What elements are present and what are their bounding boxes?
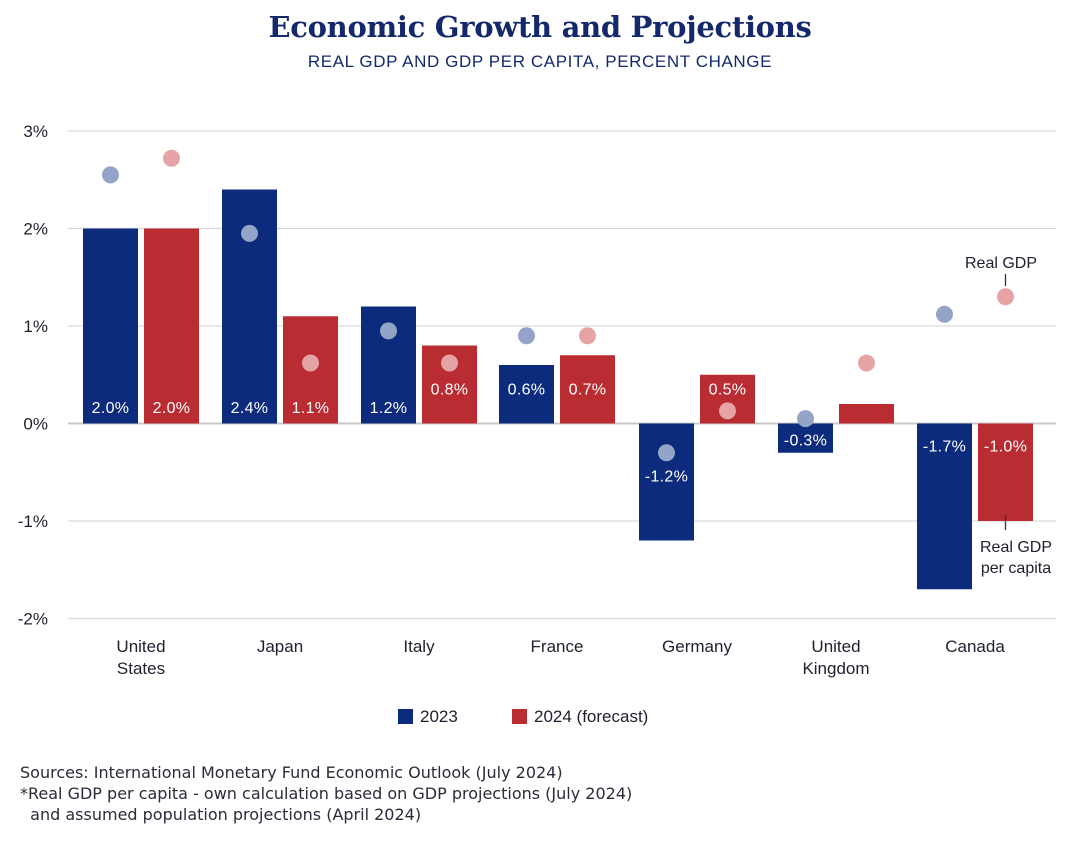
y-tick-label: -1% [18, 512, 48, 531]
x-tick-label: Japan [257, 637, 303, 656]
legend-swatch-2023 [398, 709, 413, 724]
data-label: 1.2% [370, 400, 408, 417]
per-capita-dot [102, 166, 119, 184]
per-capita-dot [518, 327, 535, 345]
legend-swatch-2024 [512, 709, 527, 724]
x-tick-label: France [531, 637, 584, 656]
data-label: 0.2% [848, 382, 886, 399]
per-capita-dot [241, 224, 258, 242]
per-capita-dot [719, 402, 736, 420]
legend-label-2023: 2023 [420, 707, 458, 726]
per-capita-dot [858, 354, 875, 372]
data-label: -1.2% [645, 469, 688, 486]
per-capita-dot [579, 327, 596, 345]
data-label: -0.3% [784, 433, 827, 450]
bar-2024 [144, 228, 199, 424]
x-tick-label: States [117, 659, 165, 678]
annotation-real-gdp: Real GDP [965, 255, 1037, 272]
bar-2023 [778, 423, 833, 453]
x-tick-label: United [811, 637, 860, 656]
bar-2023 [639, 423, 694, 541]
y-tick-label: 3% [23, 122, 48, 141]
per-capita-dot [441, 354, 458, 372]
data-label: -1.7% [923, 439, 966, 456]
annotation-per-capita-2: per capita [981, 560, 1051, 577]
y-tick-label: -2% [18, 610, 48, 629]
sources-note: Sources: International Monetary Fund Eco… [20, 762, 632, 825]
bar-2023 [222, 189, 277, 424]
data-label: 1.1% [292, 400, 330, 417]
sources-line-2: *Real GDP per capita - own calculation b… [20, 784, 633, 803]
data-label: 0.6% [508, 382, 546, 399]
x-tick-label: Germany [662, 637, 732, 656]
bar-2024 [839, 404, 894, 424]
per-capita-dot [658, 444, 675, 462]
annotation-per-capita-1: Real GDP [980, 539, 1052, 556]
x-tick-label: Canada [945, 637, 1005, 656]
per-capita-dot [997, 288, 1014, 306]
per-capita-dot [163, 149, 180, 167]
y-tick-label: 0% [23, 415, 48, 434]
bar-2024 [978, 423, 1033, 521]
sources-line-1: Sources: International Monetary Fund Eco… [20, 763, 563, 782]
chart-title: Economic Growth and Projections [268, 10, 812, 44]
per-capita-dot [797, 410, 814, 428]
data-label: 2.4% [231, 400, 269, 417]
data-label: -1.0% [984, 439, 1027, 456]
bar-2023 [83, 228, 138, 424]
x-tick-label: Kingdom [802, 659, 869, 678]
data-label: 2.0% [153, 400, 191, 417]
data-label: 2.0% [92, 400, 130, 417]
bar-2023 [499, 365, 554, 424]
legend-label-2024: 2024 (forecast) [534, 707, 648, 726]
data-label: 0.5% [709, 382, 747, 399]
y-tick-label: 1% [23, 317, 48, 336]
chart-subtitle: REAL GDP AND GDP PER CAPITA, PERCENT CHA… [307, 52, 773, 71]
per-capita-dot [302, 354, 319, 372]
sources-line-3: and assumed population projections (Apri… [20, 805, 422, 824]
data-label: 0.7% [569, 382, 607, 399]
per-capita-dot [380, 322, 397, 340]
y-tick-label: 2% [23, 220, 48, 239]
bar-2024 [560, 355, 615, 424]
per-capita-dot [936, 305, 953, 323]
data-label: 0.8% [431, 382, 469, 399]
x-tick-label: United [116, 637, 165, 656]
x-tick-label: Italy [403, 637, 435, 656]
bar-2023 [917, 423, 972, 590]
